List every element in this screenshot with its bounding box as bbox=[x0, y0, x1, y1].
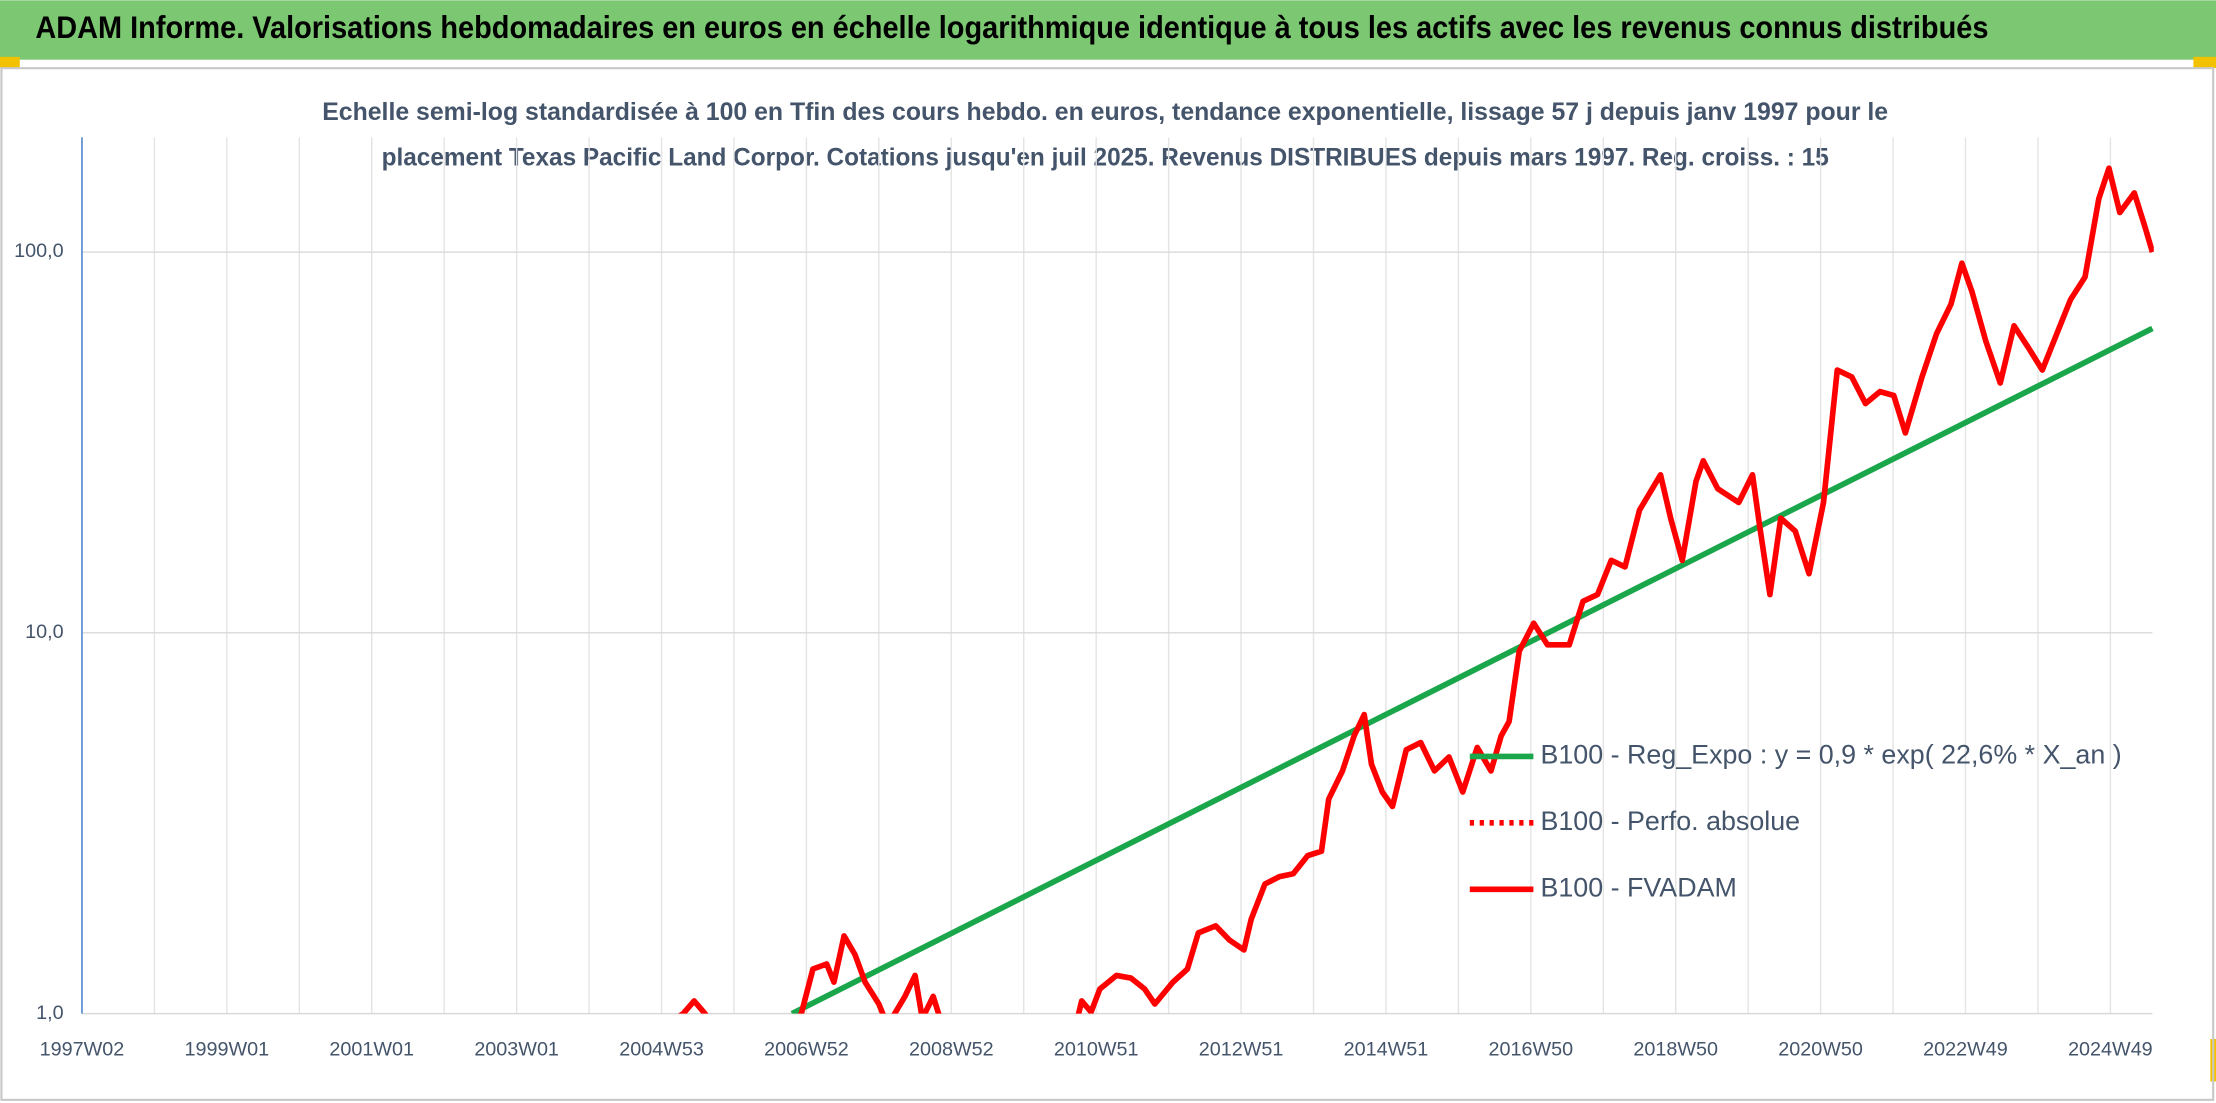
x-tick-label: 1999W01 bbox=[185, 1039, 270, 1061]
legend-label: B100 - Perfo. absolue bbox=[1540, 806, 1800, 836]
corner-mark bbox=[0, 56, 20, 69]
legend: B100 - Reg_Expo : y = 0,9 * exp( 22,6% *… bbox=[1469, 740, 2122, 902]
x-tick-label: 1997W02 bbox=[40, 1039, 125, 1061]
y-tick-label: 1,0 bbox=[36, 1002, 63, 1024]
x-tick-label: 2020W50 bbox=[1778, 1039, 1863, 1061]
x-tick-label: 2018W50 bbox=[1633, 1039, 1718, 1061]
x-tick-label: 2003W01 bbox=[474, 1039, 559, 1061]
y-tick-label: 100,0 bbox=[14, 240, 63, 262]
chart-subtitle: placement Texas Pacific Land Corpor. Cot… bbox=[382, 143, 1829, 171]
x-tick-label: 2022W49 bbox=[1923, 1039, 2008, 1061]
x-tick-label: 2010W51 bbox=[1054, 1039, 1139, 1061]
x-tick-label: 2014W51 bbox=[1344, 1039, 1429, 1061]
corner-mark bbox=[2193, 56, 2216, 69]
x-tick-label: 2004W53 bbox=[619, 1039, 704, 1061]
x-tick-label: 2008W52 bbox=[909, 1039, 994, 1061]
grid bbox=[81, 137, 2153, 1015]
x-tick-label: 2006W52 bbox=[764, 1039, 849, 1061]
plot-area bbox=[677, 165, 2154, 1014]
chart-frame bbox=[0, 67, 2215, 1101]
series-line bbox=[790, 325, 2154, 1014]
x-tick-label: 2001W01 bbox=[329, 1039, 414, 1061]
title-bar bbox=[0, 0, 2216, 60]
x-tick-label: 2016W50 bbox=[1489, 1039, 1574, 1061]
series-line bbox=[677, 165, 2154, 1014]
chart-title: ADAM Informe. Valorisations hebdomadaire… bbox=[35, 10, 1988, 45]
chart-subtitle: Echelle semi-log standardisée à 100 en T… bbox=[322, 98, 1888, 126]
x-tick-label: 2024W49 bbox=[2068, 1039, 2153, 1061]
x-tick-label: 2012W51 bbox=[1199, 1039, 1284, 1061]
legend-label: B100 - Reg_Expo : y = 0,9 * exp( 22,6% *… bbox=[1540, 740, 2121, 770]
y-tick-label: 10,0 bbox=[25, 621, 63, 643]
legend-label: B100 - FVADAM bbox=[1540, 872, 1736, 902]
